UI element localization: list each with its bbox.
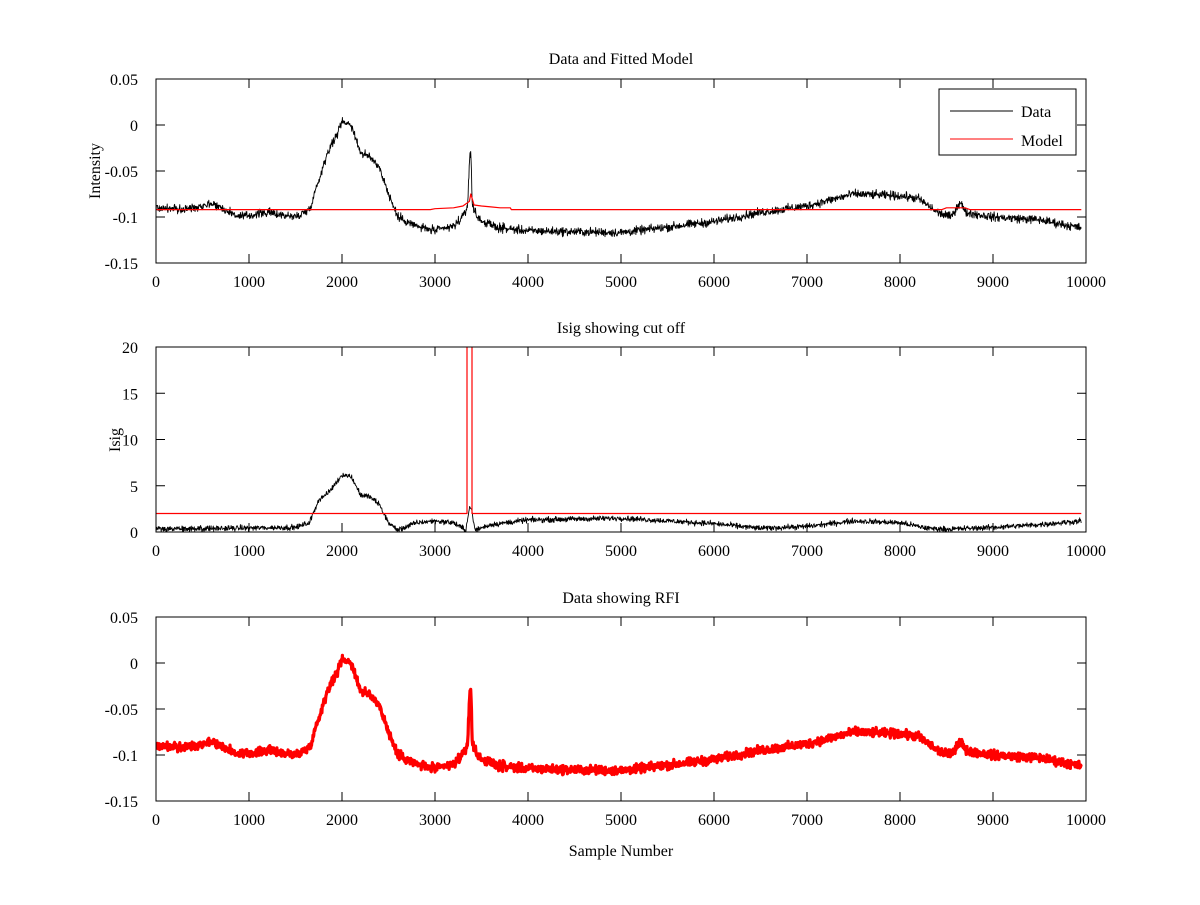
- subplot-isig-cutoff: Isig showing cut off Isig 0 1000 2000 3000 4…: [107, 320, 1106, 560]
- series-rfi: [156, 653, 1083, 777]
- x-tick-label: 10000: [1066, 274, 1106, 291]
- y-tick-label: -0.15: [105, 794, 138, 811]
- series-isig: [156, 472, 1082, 532]
- x-tick-label: 3000: [419, 543, 451, 560]
- x-tick-label: 8000: [884, 274, 916, 291]
- x-tick-label: 0: [152, 812, 160, 829]
- x-tick-label: 6000: [698, 274, 730, 291]
- x-tick-label: 0: [152, 543, 160, 560]
- y-tick-label: 0: [130, 656, 138, 673]
- plot-area: [156, 653, 1083, 777]
- x-tick-label: 1000: [233, 274, 265, 291]
- x-tick-label: 2000: [326, 812, 358, 829]
- series-data: [156, 116, 1082, 238]
- x-tick-label: 6000: [698, 812, 730, 829]
- plot-area: [156, 347, 1082, 532]
- y-tick-label: 0: [130, 118, 138, 135]
- x-axis-label: Sample Number: [569, 843, 674, 860]
- subplot-title: Data showing RFI: [562, 590, 679, 607]
- y-axis-label: Intensity: [87, 143, 104, 199]
- y-tick-label: 0.05: [110, 610, 138, 627]
- x-tick-label: 7000: [791, 274, 823, 291]
- x-tick-label: 7000: [791, 812, 823, 829]
- y-tick-label: -0.05: [105, 702, 138, 719]
- legend-label-model: Model: [1021, 133, 1063, 150]
- subplot-data-rfi: Data showing RFI Sample Number 0 1000 2000…: [105, 590, 1106, 860]
- legend: Data Model: [938, 88, 1077, 156]
- y-tick-label: 15: [122, 386, 138, 403]
- x-tick-label: 5000: [605, 274, 637, 291]
- x-tick-label: 6000: [698, 543, 730, 560]
- y-tick-label: -0.15: [105, 256, 138, 273]
- x-tick-label: 2000: [326, 274, 358, 291]
- x-tick-label: 0: [152, 274, 160, 291]
- x-tick-label: 2000: [326, 543, 358, 560]
- x-tick-label: 7000: [791, 543, 823, 560]
- legend-label-data: Data: [1021, 104, 1051, 121]
- x-tick-label: 5000: [605, 812, 637, 829]
- series-model: [156, 193, 1082, 211]
- x-tick-label: 9000: [977, 543, 1009, 560]
- subplot-title: Data and Fitted Model: [549, 51, 694, 68]
- x-tick-label: 5000: [605, 543, 637, 560]
- y-tick-label: 5: [130, 479, 138, 496]
- x-tick-label: 9000: [977, 274, 1009, 291]
- x-tick-label: 4000: [512, 543, 544, 560]
- x-tick-label: 4000: [512, 812, 544, 829]
- y-tick-label: 0.05: [110, 72, 138, 89]
- y-tick-label: -0.1: [113, 748, 138, 765]
- legend-box: [938, 88, 1077, 156]
- y-tick-label: -0.05: [105, 164, 138, 181]
- subplot-title: Isig showing cut off: [557, 320, 686, 337]
- x-tick-label: 10000: [1066, 543, 1106, 560]
- x-tick-label: 10000: [1066, 812, 1106, 829]
- y-tick-label: 0: [130, 525, 138, 542]
- x-tick-label: 8000: [884, 812, 916, 829]
- x-tick-label: 3000: [419, 812, 451, 829]
- x-tick-label: 4000: [512, 274, 544, 291]
- x-tick-label: 1000: [233, 812, 265, 829]
- series-cut-off: [156, 347, 1082, 515]
- x-tick-label: 9000: [977, 812, 1009, 829]
- subplot-data-fitted-model: Data and Fitted Model Intensity 0 1000 200…: [87, 51, 1106, 291]
- plot-area: [156, 116, 1082, 238]
- x-tick-label: 3000: [419, 274, 451, 291]
- y-tick-label: 20: [122, 340, 138, 357]
- y-axis-label: Isig: [107, 428, 124, 452]
- x-tick-label: 8000: [884, 543, 916, 560]
- x-tick-label: 1000: [233, 543, 265, 560]
- y-tick-label: -0.1: [113, 210, 138, 227]
- y-tick-label: 10: [122, 433, 138, 450]
